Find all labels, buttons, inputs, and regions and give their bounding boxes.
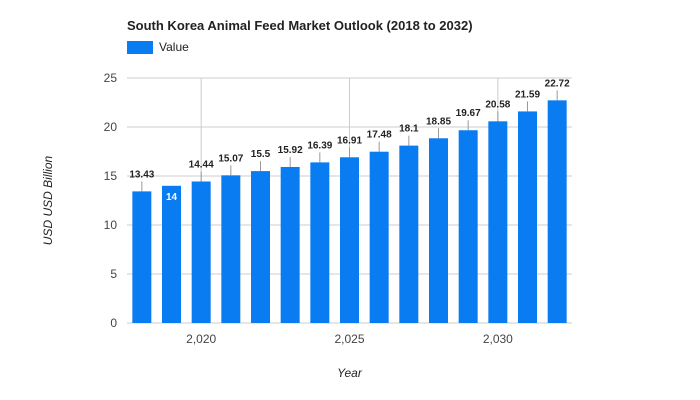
x-tick-label: 2,030: [483, 332, 513, 346]
bar: [280, 166, 300, 323]
bar-value-label: 15.07: [218, 153, 243, 164]
y-axis-title: USD USD Billion: [41, 155, 55, 245]
y-tick-label: 25: [104, 71, 118, 85]
y-tick-label: 15: [104, 169, 118, 183]
bar-value-label: 16.91: [337, 135, 362, 146]
bar-value-label: 19.67: [456, 108, 481, 119]
bar: [221, 175, 241, 323]
y-tick-label: 10: [104, 218, 118, 232]
bar: [518, 111, 537, 323]
bar-value-label: 15.92: [278, 145, 303, 156]
bar-value-label: 22.72: [545, 78, 570, 89]
legend-swatch: [127, 40, 153, 54]
bar-value-label: 14.44: [189, 159, 214, 170]
bar: [488, 121, 508, 323]
x-tick-label: 2,025: [334, 332, 364, 346]
bar: [458, 130, 478, 323]
legend-label: Value: [159, 40, 189, 54]
bar: [429, 138, 448, 323]
bar-value-label: 18.1: [399, 124, 419, 135]
bar: [369, 151, 389, 323]
y-tick-label: 0: [110, 316, 117, 330]
bar-value-label: 14: [166, 192, 178, 203]
chart-title: South Korea Animal Feed Market Outlook (…: [127, 18, 473, 33]
y-tick-label: 5: [110, 267, 117, 281]
bar-value-label: 21.59: [515, 89, 540, 100]
bar: [399, 145, 419, 323]
bar-value-label: 18.85: [426, 116, 451, 127]
bar: [162, 185, 181, 323]
bar-value-label: 16.39: [307, 140, 332, 151]
y-tick-label: 20: [104, 120, 118, 134]
x-axis-title: Year: [337, 366, 363, 380]
bar: [191, 181, 211, 323]
x-tick-label: 2,020: [186, 332, 216, 346]
bar: [340, 157, 359, 323]
bar: [251, 171, 270, 323]
bar-value-label: 17.48: [367, 130, 392, 141]
bar: [310, 162, 330, 323]
bar-value-label: 15.5: [251, 149, 271, 160]
bar-value-label: 13.43: [129, 169, 154, 180]
bar-value-label: 20.58: [485, 99, 510, 110]
bar: [547, 100, 567, 324]
bar: [132, 191, 152, 323]
legend[interactable]: Value: [127, 40, 189, 54]
